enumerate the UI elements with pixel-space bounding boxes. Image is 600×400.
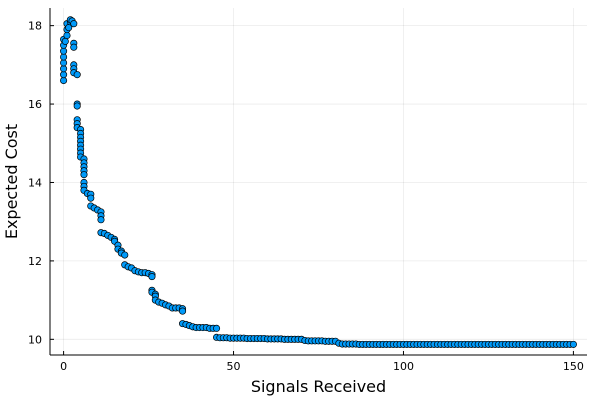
grid-lines xyxy=(50,8,587,355)
data-point xyxy=(60,76,68,85)
data-point xyxy=(60,71,68,79)
x-tick-label: 100 xyxy=(393,360,414,373)
data-point xyxy=(87,194,95,202)
data-point xyxy=(179,307,187,315)
y-tick-label: 10 xyxy=(28,333,42,346)
data-point xyxy=(70,20,78,28)
x-axis-label: Signals Received xyxy=(251,377,386,396)
y-tick-label: 16 xyxy=(28,98,42,111)
data-point xyxy=(97,216,105,224)
data-point xyxy=(569,340,577,348)
data-point xyxy=(121,251,129,259)
x-tick-label: 50 xyxy=(227,360,241,373)
y-axis-label: Expected Cost xyxy=(2,124,21,239)
y-tick-label: 14 xyxy=(28,176,42,189)
data-point xyxy=(80,171,88,179)
y-tick-label: 18 xyxy=(28,20,42,33)
data-point xyxy=(212,324,221,332)
x-tick-label: 0 xyxy=(60,360,67,373)
axes xyxy=(49,8,587,356)
data-point xyxy=(60,47,68,55)
data-point xyxy=(61,37,69,45)
data-point xyxy=(73,102,81,110)
y-tick-label: 12 xyxy=(28,255,42,268)
data-point xyxy=(60,59,68,67)
x-tick-label: 150 xyxy=(563,360,584,373)
data-point xyxy=(63,31,71,40)
data-point xyxy=(148,273,156,281)
data-points xyxy=(60,16,577,348)
data-point xyxy=(70,43,78,51)
data-point xyxy=(60,65,68,73)
tick-labels: 0 50 100 150 10 12 14 16 18 xyxy=(28,20,584,373)
data-point xyxy=(73,71,81,79)
data-point xyxy=(60,53,68,61)
